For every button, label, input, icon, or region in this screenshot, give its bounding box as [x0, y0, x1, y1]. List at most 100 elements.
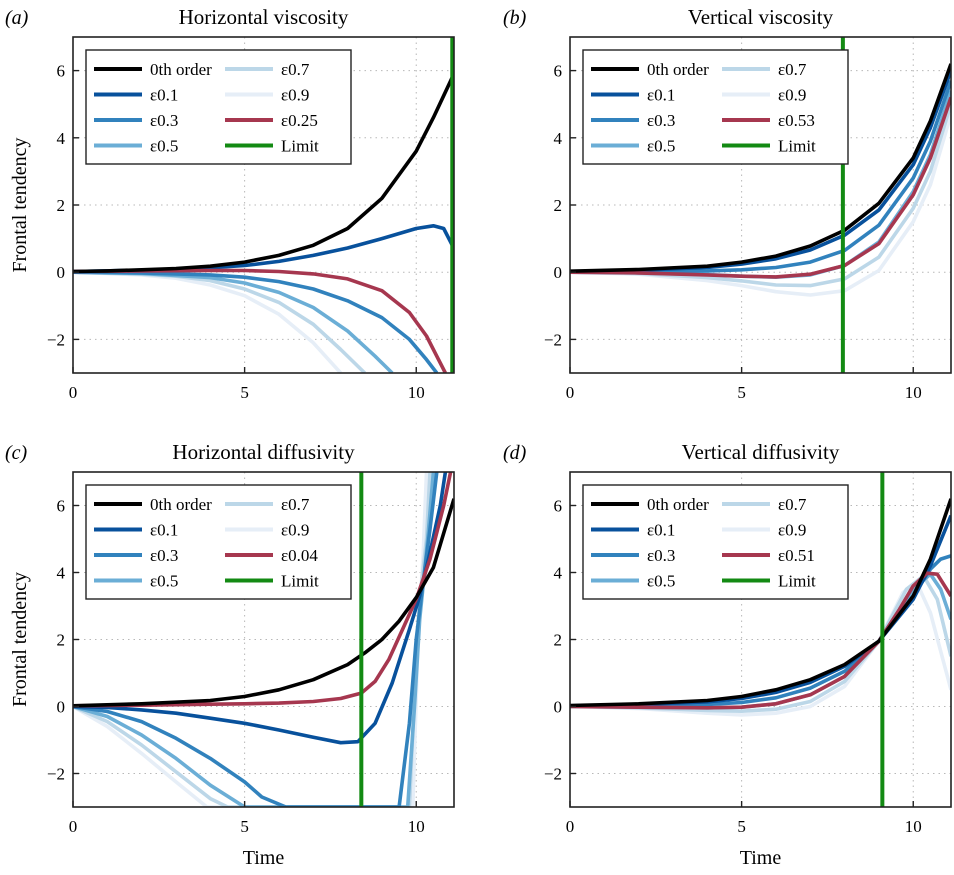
legend-label: ε0.7 — [281, 495, 310, 514]
series-group — [73, 37, 454, 373]
y-tick-label: 4 — [554, 129, 563, 148]
legend-item: Limit — [722, 137, 816, 156]
legend-label: ε0.5 — [647, 572, 675, 591]
panel-c: −2 0 2 4 6 0 5 10 Horizontal diffusivity (c) Front… — [5, 440, 455, 869]
legend-item: ε0.5 — [94, 137, 178, 156]
panel-a: −2 0 2 4 6 0 5 10 Horizontal viscosity (a) Frontal… — [5, 5, 455, 402]
y-tick-label: 0 — [554, 698, 563, 717]
legend-label: ε0.7 — [281, 60, 310, 79]
y-tick-label: −2 — [47, 330, 65, 349]
series-line — [570, 498, 951, 708]
legend-label: Limit — [778, 137, 816, 156]
x-axis-label: Time — [740, 847, 782, 869]
series-line — [570, 113, 951, 297]
legend-label: Limit — [281, 572, 319, 591]
series-line — [73, 224, 454, 274]
legend-label: Limit — [281, 137, 319, 156]
legend-item: ε0.1 — [94, 86, 178, 105]
legend-label: ε0.9 — [778, 521, 806, 540]
legend-label: ε0.7 — [778, 495, 807, 514]
legend-item: ε0.7 — [225, 60, 310, 79]
legend-label: ε0.7 — [778, 60, 807, 79]
series-line — [570, 571, 951, 710]
panel-title: Vertical viscosity — [688, 5, 834, 29]
x-tick-label: 10 — [905, 817, 922, 836]
legend-label: ε0.53 — [778, 111, 815, 130]
series-line — [73, 270, 439, 373]
x-tick-label: 0 — [69, 383, 78, 402]
y-tick-label: 0 — [57, 263, 66, 282]
legend-item: ε0.3 — [591, 111, 675, 130]
series-line — [570, 80, 951, 274]
legend-item: 0th order — [94, 60, 212, 79]
series-line — [570, 96, 951, 279]
legend-label: ε0.5 — [150, 572, 178, 591]
y-axis-label: Frontal tendency — [9, 138, 31, 273]
legend: 0th order ε0.1 ε0.3 ε0.5 ε0.7 ε0.9 ε0.53 Limit — [582, 49, 849, 165]
y-tick-label: 0 — [57, 698, 66, 717]
y-tick-label: −2 — [544, 330, 562, 349]
legend-item: ε0.04 — [225, 546, 318, 565]
panel-title: Vertical diffusivity — [682, 440, 840, 464]
legend-label: ε0.1 — [647, 86, 675, 105]
y-tick-label: 6 — [554, 62, 563, 81]
x-tick-label: 5 — [240, 817, 249, 836]
series-line — [570, 63, 951, 273]
legend-item: ε0.3 — [591, 546, 675, 565]
legend-item: Limit — [225, 137, 319, 156]
legend-label: Limit — [778, 572, 816, 591]
panel-b: −2 0 2 4 6 0 5 10 Vertical viscosity (b) 0th order… — [503, 5, 952, 402]
legend-label: ε0.3 — [647, 111, 675, 130]
legend-item: ε0.7 — [225, 495, 310, 514]
series-group — [570, 472, 951, 807]
legend: 0th order ε0.1 ε0.3 ε0.5 ε0.7 ε0.9 ε0.04 Limit — [85, 484, 352, 600]
legend-label: ε0.51 — [778, 546, 815, 565]
panel-title: Horizontal viscosity — [179, 5, 349, 29]
legend-item: 0th order — [591, 60, 709, 79]
legend-item: ε0.25 — [225, 111, 318, 130]
x-tick-label: 5 — [240, 383, 249, 402]
legend-label: ε0.5 — [150, 137, 178, 156]
y-tick-label: 2 — [554, 631, 563, 650]
legend-item: ε0.7 — [722, 60, 807, 79]
x-tick-label: 0 — [566, 383, 575, 402]
legend-label: ε0.5 — [647, 137, 675, 156]
y-tick-label: 2 — [57, 196, 66, 215]
legend-item: Limit — [225, 572, 319, 591]
legend-item: ε0.51 — [722, 546, 815, 565]
y-tick-label: −2 — [47, 765, 65, 784]
legend-item: ε0.3 — [94, 111, 178, 130]
legend-item: ε0.7 — [722, 495, 807, 514]
legend-item: ε0.9 — [225, 86, 309, 105]
x-tick-label: 10 — [408, 383, 425, 402]
y-tick-label: 4 — [554, 564, 563, 583]
legend-item: ε0.53 — [722, 111, 815, 130]
series-line — [73, 268, 448, 373]
panel-title: Horizontal diffusivity — [172, 440, 355, 464]
legend-label: ε0.9 — [281, 521, 309, 540]
legend-item: ε0.3 — [94, 546, 178, 565]
legend-label: 0th order — [150, 60, 212, 79]
series-line — [570, 103, 951, 288]
y-axis-label: Frontal tendency — [9, 572, 31, 707]
panel-label: (d) — [503, 442, 527, 464]
series-group — [73, 472, 454, 807]
y-tick-label: −2 — [544, 765, 562, 784]
x-tick-label: 5 — [737, 817, 746, 836]
series-line — [570, 554, 951, 708]
legend-label: ε0.04 — [281, 546, 318, 565]
legend-label: ε0.9 — [281, 86, 309, 105]
series-line — [73, 472, 439, 807]
y-tick-label: 6 — [554, 497, 563, 516]
legend-label: ε0.9 — [778, 86, 806, 105]
x-tick-label: 10 — [408, 817, 425, 836]
series-line — [73, 498, 454, 708]
y-tick-label: 4 — [57, 129, 66, 148]
legend-item: ε0.5 — [591, 137, 675, 156]
y-tick-label: 6 — [57, 62, 66, 81]
legend-item: ε0.9 — [225, 521, 309, 540]
legend-label: ε0.1 — [150, 86, 178, 105]
x-tick-label: 0 — [566, 817, 575, 836]
x-tick-label: 0 — [69, 817, 78, 836]
